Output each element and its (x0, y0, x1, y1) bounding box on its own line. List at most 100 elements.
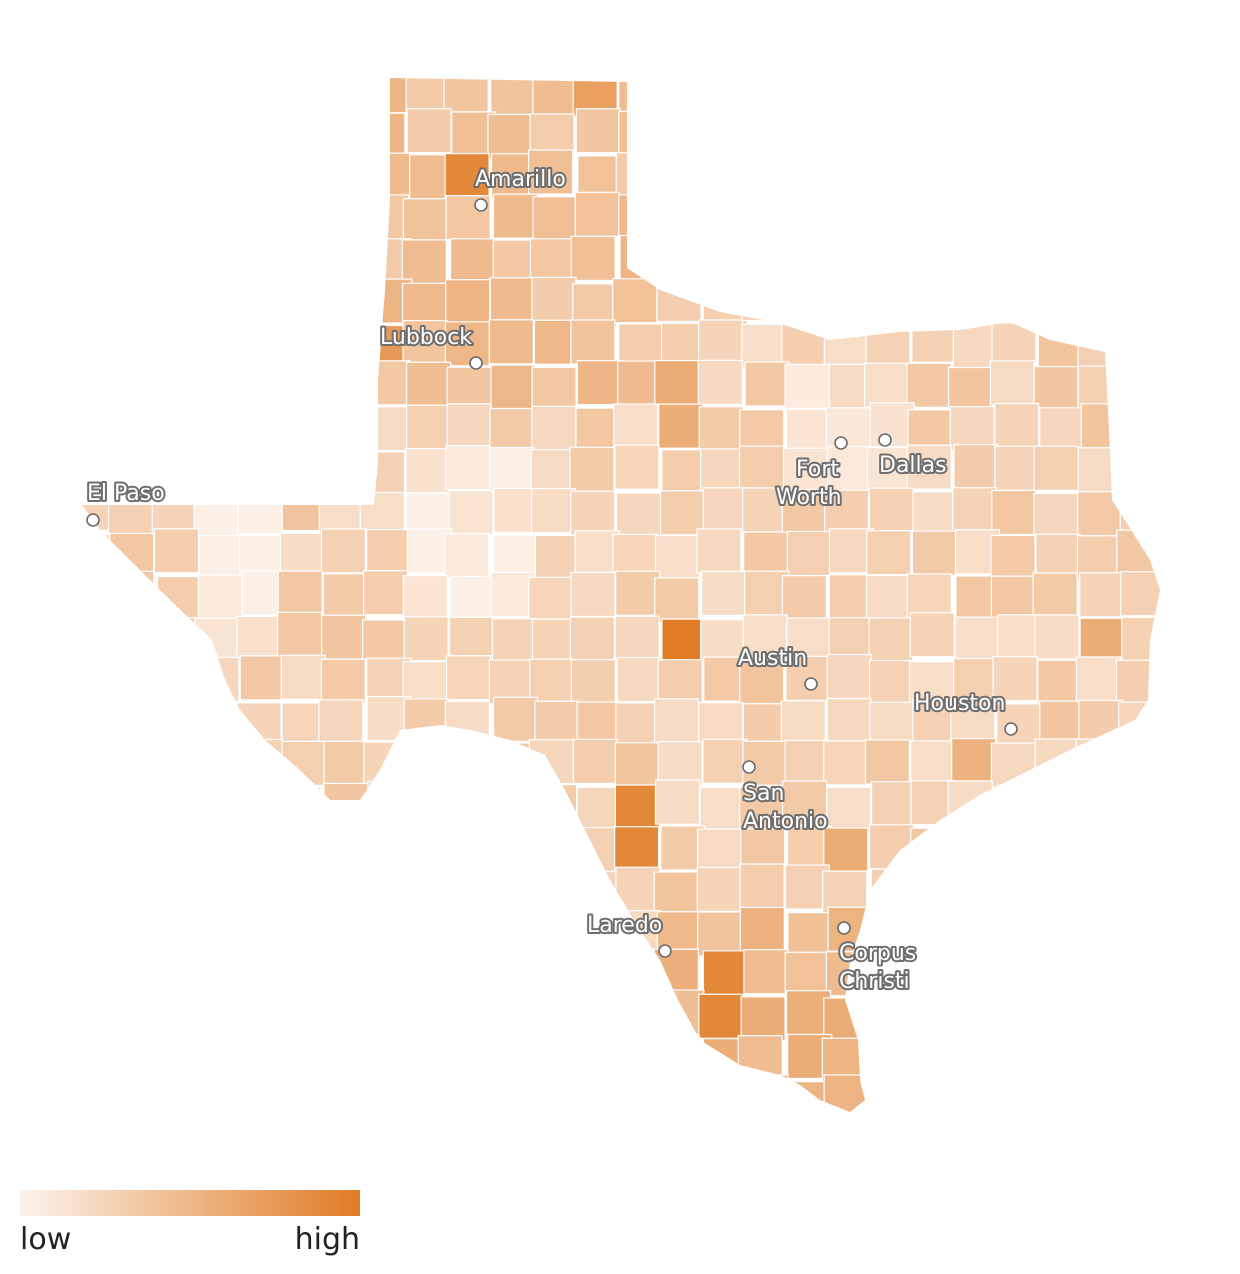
county-shape (1121, 616, 1160, 662)
county-shape (1164, 702, 1208, 746)
county-shape (994, 445, 1040, 491)
county-shape (1076, 236, 1122, 282)
county-shape (197, 954, 243, 1000)
county-shape (906, 233, 953, 279)
county-shape (1080, 403, 1126, 449)
county-shape (444, 152, 490, 199)
county-shape (870, 781, 917, 827)
county-shape (866, 446, 912, 493)
county-shape (910, 905, 956, 951)
city-lubbock: Lubbock (378, 323, 483, 370)
county-shape (1038, 78, 1085, 116)
county-shape (1157, 234, 1160, 280)
county-shape (82, 912, 113, 959)
county-shape (196, 154, 242, 201)
county-shape (1033, 445, 1079, 491)
county-shape (576, 786, 622, 833)
county-shape (656, 151, 702, 197)
county-shape (108, 318, 155, 364)
county-shape (531, 487, 577, 534)
county-shape (239, 405, 285, 451)
county-shape (82, 996, 113, 1042)
county-shape (154, 781, 200, 828)
county-shape (1116, 909, 1160, 955)
county-shape (619, 234, 665, 281)
county-shape (947, 78, 993, 113)
county-shape (405, 1074, 451, 1112)
county-shape (1075, 656, 1121, 702)
county-shape (198, 364, 245, 410)
city-dallas: Dallas (877, 433, 949, 480)
county-shape (992, 949, 1038, 995)
county-shape (1166, 912, 1210, 956)
county-shape (533, 823, 579, 869)
county-shape (236, 615, 282, 662)
county-shape (366, 406, 412, 452)
county-shape (698, 406, 744, 452)
county-shape (656, 198, 702, 244)
county-shape (363, 741, 409, 787)
county-shape (739, 863, 785, 909)
county-shape (1074, 783, 1120, 830)
county-shape (277, 570, 323, 616)
county-shape (781, 196, 827, 242)
county-layer (82, 78, 1210, 1112)
county-shape (406, 404, 452, 450)
city-dot-amarillo (474, 198, 488, 212)
county-shape (401, 239, 447, 285)
county-shape (82, 156, 118, 203)
county-shape (696, 528, 742, 574)
county-shape (996, 110, 1042, 156)
county-shape (826, 197, 872, 243)
county-shape (948, 237, 994, 283)
county-shape (318, 867, 365, 913)
county-shape (658, 115, 704, 161)
county-shape (364, 947, 411, 993)
county-shape (408, 1038, 454, 1084)
county-shape (1161, 533, 1205, 577)
county-shape (614, 826, 660, 872)
county-shape (955, 865, 1001, 911)
county-shape (912, 699, 958, 745)
county-shape (108, 112, 155, 158)
county-shape (318, 489, 364, 536)
county-shape (615, 492, 662, 538)
county-shape (113, 613, 159, 659)
county-shape (1033, 492, 1079, 539)
county-shape (82, 613, 115, 660)
county-shape (570, 826, 616, 873)
county-shape (444, 533, 490, 579)
county-shape (110, 738, 156, 784)
county-shape (615, 702, 661, 748)
county-shape (1162, 154, 1206, 198)
county-shape (113, 363, 159, 410)
county-shape (618, 78, 664, 118)
county-shape (323, 951, 369, 997)
county-shape (234, 783, 280, 830)
county-shape (742, 240, 788, 286)
county-shape (990, 742, 1036, 788)
county-shape (1121, 1038, 1160, 1084)
county-shape (701, 236, 747, 282)
county-shape (1118, 738, 1160, 784)
county-shape (1078, 699, 1124, 745)
county-shape (1165, 655, 1209, 699)
county-shape (1079, 617, 1125, 663)
county-shape (780, 700, 826, 746)
county-shape (1159, 488, 1160, 535)
county-shape (485, 995, 532, 1042)
county-shape (531, 276, 577, 323)
county-shape (276, 318, 322, 364)
county-shape (1116, 529, 1160, 575)
county-shape (82, 1078, 114, 1112)
county-shape (1077, 827, 1123, 873)
county-shape (569, 993, 616, 1039)
county-shape (492, 742, 538, 788)
county-shape (869, 153, 915, 199)
county-shape (1039, 700, 1085, 746)
county-shape (153, 78, 199, 111)
county-shape (448, 490, 494, 536)
county-shape (1032, 911, 1079, 957)
county-shape (281, 366, 327, 412)
county-shape (1039, 154, 1085, 200)
